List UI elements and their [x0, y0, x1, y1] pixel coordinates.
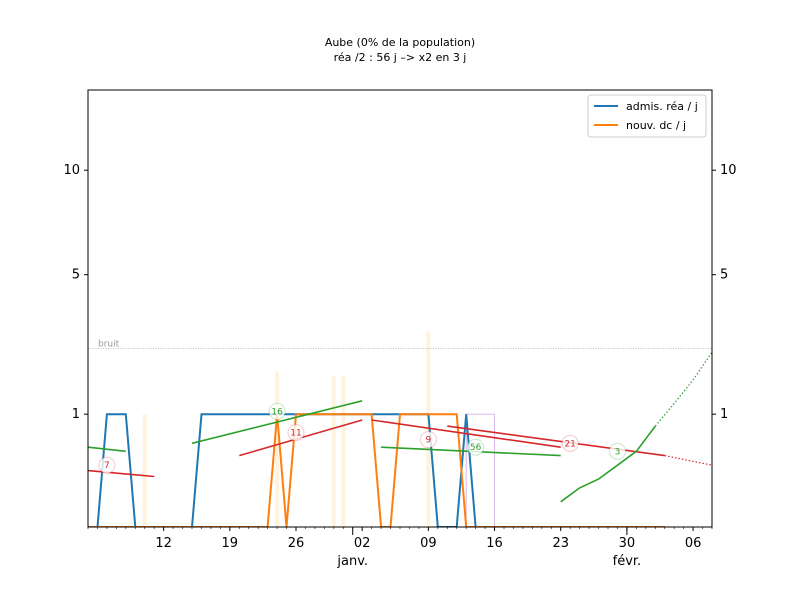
annotation-circle	[98, 456, 116, 474]
annotation-circle	[287, 424, 305, 442]
x-tick-label: 09	[420, 536, 437, 551]
background-bar	[331, 375, 336, 527]
plot-frame	[87, 89, 713, 528]
background-bar	[426, 331, 431, 527]
annotation-label: 21	[564, 439, 575, 449]
x-tick-label: 30	[619, 536, 636, 551]
x-tick-label: 06	[685, 536, 702, 551]
annotation-circle	[561, 434, 579, 452]
annotation-label: 9	[425, 436, 431, 446]
series-line-1	[88, 413, 665, 527]
annotation-circle	[467, 438, 485, 456]
y-tick-label-right: 10	[720, 163, 737, 178]
trend-line	[560, 425, 656, 503]
annotation-label: 16	[271, 407, 283, 417]
trend-line	[191, 400, 363, 445]
background-bar	[341, 375, 346, 527]
annotation-label: 11	[290, 429, 301, 439]
annotation-circle	[268, 402, 286, 420]
legend-label: nouv. dc / j	[626, 119, 686, 132]
x-tick-label: 02	[354, 536, 371, 551]
trend-line	[88, 469, 155, 478]
trend-line	[371, 419, 561, 448]
annotation-circle	[419, 431, 437, 449]
chart-subtitle: réa /2 : 56 j –> x2 en 3 j	[333, 51, 467, 64]
annotation-label: 7	[104, 461, 110, 471]
series-line-2	[88, 413, 665, 527]
annotation-label: 56	[470, 443, 482, 453]
projection-line	[654, 351, 712, 427]
trend-line	[88, 446, 126, 453]
y-tick-label-right: 5	[720, 268, 728, 283]
x-month-label: janv.	[336, 554, 368, 569]
background-bar	[142, 414, 147, 527]
legend-label: admis. réa / j	[626, 100, 698, 113]
background-bar	[275, 371, 280, 527]
chart-title: Aube (0% de la population)	[324, 36, 476, 49]
x-tick-label: 23	[552, 536, 569, 551]
y-tick-label-left: 5	[72, 268, 80, 283]
y-tick-label-left: 1	[72, 407, 80, 422]
x-month-label: févr.	[613, 554, 642, 569]
y-tick-label-left: 10	[63, 163, 80, 178]
trend-line	[447, 425, 665, 457]
y-tick-label-right: 1	[720, 407, 728, 422]
annotation-label: 3	[615, 447, 621, 457]
projection-line	[664, 455, 712, 466]
x-tick-label: 19	[222, 536, 239, 551]
x-tick-label: 26	[288, 536, 305, 551]
annotation-circle	[608, 442, 626, 460]
noise-label: bruit	[98, 340, 120, 350]
x-tick-label: 12	[155, 536, 172, 551]
x-tick-label: 16	[486, 536, 503, 551]
